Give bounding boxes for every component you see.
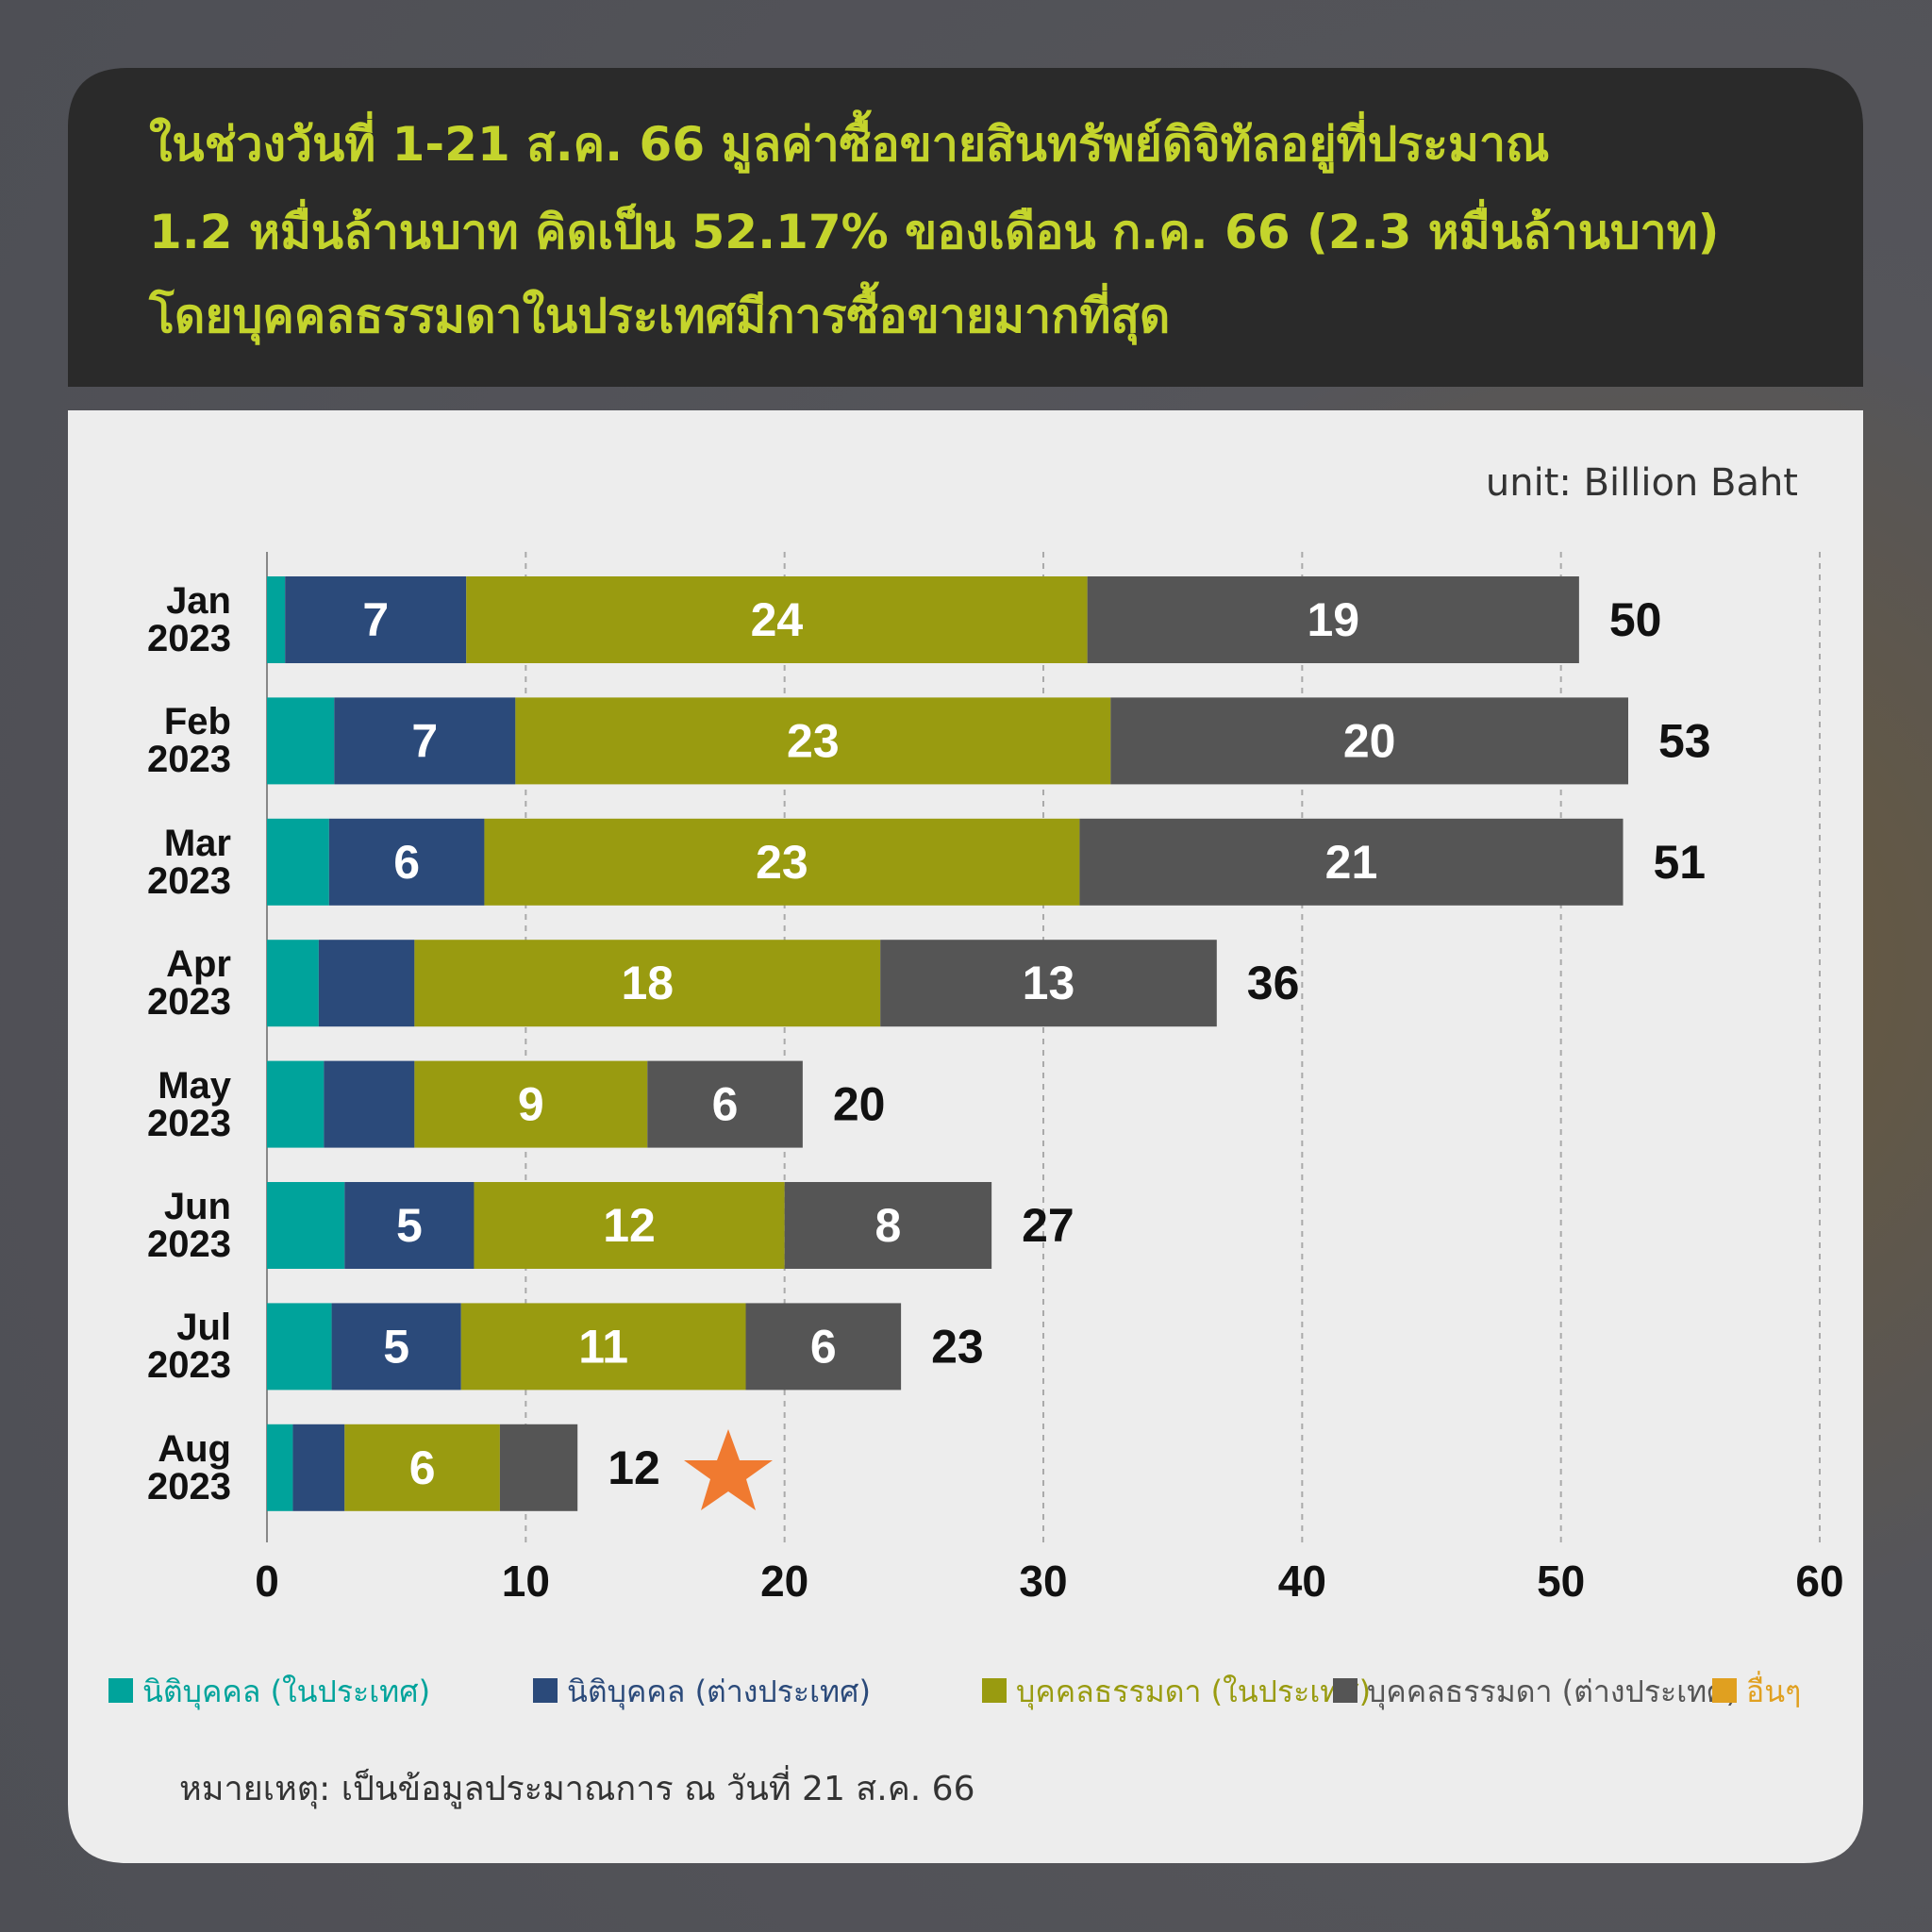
value-label: 12 bbox=[603, 1199, 656, 1252]
value-label: 7 bbox=[411, 714, 438, 767]
bar-segment bbox=[267, 1182, 345, 1269]
category-label: Mar 2023 bbox=[147, 822, 231, 902]
total-label: 36 bbox=[1247, 957, 1300, 1009]
value-label: 11 bbox=[578, 1320, 628, 1373]
value-label: 6 bbox=[810, 1320, 837, 1373]
value-label: 21 bbox=[1325, 836, 1378, 889]
bar-segment bbox=[267, 818, 329, 906]
bar-segment bbox=[292, 1424, 345, 1511]
title-line: ในช่วงวันที่ 1-21 ส.ค. 66 มูลค่าซื้อขายส… bbox=[149, 109, 1549, 174]
value-label: 23 bbox=[787, 714, 840, 767]
bar-segment bbox=[267, 697, 335, 785]
bar-segment bbox=[474, 1182, 785, 1269]
title-line: โดยบุคคลธรรมดาในประเทศมีการซื้อขายมากที่… bbox=[148, 281, 1170, 345]
bar-segment bbox=[647, 1060, 803, 1148]
value-label: 6 bbox=[393, 836, 420, 889]
bar-segment bbox=[267, 576, 286, 663]
bar-segment bbox=[344, 1424, 500, 1511]
value-label: 23 bbox=[756, 836, 808, 889]
value-label: 20 bbox=[1343, 714, 1396, 767]
legend-label: บุคคลธรรมดา (ต่างประเทศ) bbox=[1367, 1674, 1738, 1710]
bar-segment bbox=[484, 818, 1080, 906]
value-label: 8 bbox=[874, 1199, 901, 1252]
bar-segment bbox=[414, 1060, 648, 1148]
value-label: 13 bbox=[1023, 957, 1075, 1009]
legend-swatch bbox=[982, 1678, 1007, 1703]
total-label: 50 bbox=[1609, 593, 1662, 646]
x-tick-label: 40 bbox=[1278, 1557, 1326, 1606]
star bbox=[684, 1429, 773, 1510]
note: หมายเหตุ: เป็นข้อมูลประมาณการ ณ วันที่ 2… bbox=[179, 1765, 975, 1809]
category-label: Feb 2023 bbox=[147, 701, 231, 781]
bar-segment bbox=[344, 1182, 475, 1269]
bar-segment bbox=[318, 940, 415, 1027]
unit: unit: Billion Baht bbox=[1486, 461, 1798, 505]
value-label: 5 bbox=[383, 1320, 409, 1373]
legend-label: นิติบุคคล (ในประเทศ) bbox=[142, 1674, 430, 1710]
bar-segment bbox=[267, 1060, 325, 1148]
x-tick-label: 60 bbox=[1795, 1557, 1843, 1606]
bar-segment bbox=[499, 1424, 578, 1511]
value-label: 5 bbox=[396, 1199, 423, 1252]
x-tick-label: 10 bbox=[502, 1557, 550, 1606]
bar-segment bbox=[324, 1060, 415, 1148]
header-box bbox=[68, 68, 1863, 387]
x-tick-label: 30 bbox=[1019, 1557, 1067, 1606]
category-label: Jan 2023 bbox=[147, 580, 231, 659]
bar-segment bbox=[784, 1182, 992, 1269]
legend-label: อื่นๆ bbox=[1746, 1671, 1801, 1709]
legend-swatch bbox=[1712, 1678, 1737, 1703]
bar-segment bbox=[267, 1303, 332, 1391]
bar-segment bbox=[267, 940, 319, 1027]
bar-segment bbox=[515, 697, 1111, 785]
bar-segment bbox=[414, 940, 881, 1027]
total-label: 51 bbox=[1654, 836, 1707, 889]
total-label: 20 bbox=[833, 1078, 886, 1131]
bar-segment bbox=[334, 697, 516, 785]
category-label: Jun 2023 bbox=[147, 1186, 231, 1265]
value-label: 9 bbox=[518, 1078, 544, 1131]
legend-label: บุคคลธรรมดา (ในประเทศ) bbox=[1016, 1674, 1371, 1710]
bar-segment bbox=[1079, 818, 1624, 906]
x-tick-label: 50 bbox=[1537, 1557, 1585, 1606]
total-label: 27 bbox=[1022, 1199, 1074, 1252]
value-label: 6 bbox=[712, 1078, 739, 1131]
category-label: May 2023 bbox=[147, 1064, 231, 1144]
value-label: 24 bbox=[751, 593, 804, 646]
value-label: 19 bbox=[1307, 593, 1359, 646]
bar-segment bbox=[1087, 576, 1579, 663]
bar-segment bbox=[328, 818, 485, 906]
bar-segment bbox=[745, 1303, 902, 1391]
category-label: Aug 2023 bbox=[147, 1427, 231, 1507]
category-label: Jul 2023 bbox=[147, 1307, 231, 1387]
value-label: 18 bbox=[621, 957, 674, 1009]
title-line: 1.2 หมื่นล้านบาท คิดเป็น 52.17% ของเดือน… bbox=[149, 199, 1720, 259]
bar-segment bbox=[1110, 697, 1628, 785]
bar-segment bbox=[466, 576, 1088, 663]
total-label: 12 bbox=[608, 1441, 660, 1494]
bar-segment bbox=[267, 1424, 293, 1511]
x-tick-label: 20 bbox=[760, 1557, 808, 1606]
bar-segment bbox=[460, 1303, 746, 1391]
legend-swatch bbox=[533, 1678, 558, 1703]
legend-swatch bbox=[108, 1678, 133, 1703]
value-label: 7 bbox=[362, 593, 389, 646]
bar-segment bbox=[331, 1303, 461, 1391]
legend-label: นิติบุคคล (ต่างประเทศ) bbox=[567, 1674, 871, 1710]
bar-segment bbox=[285, 576, 467, 663]
legend-swatch bbox=[1333, 1678, 1357, 1703]
value-label: 6 bbox=[409, 1441, 436, 1494]
bar-segment bbox=[880, 940, 1217, 1027]
x-tick-label: 0 bbox=[255, 1557, 279, 1606]
total-label: 23 bbox=[931, 1320, 984, 1373]
category-label: Apr 2023 bbox=[147, 943, 231, 1024]
total-label: 53 bbox=[1658, 714, 1711, 767]
